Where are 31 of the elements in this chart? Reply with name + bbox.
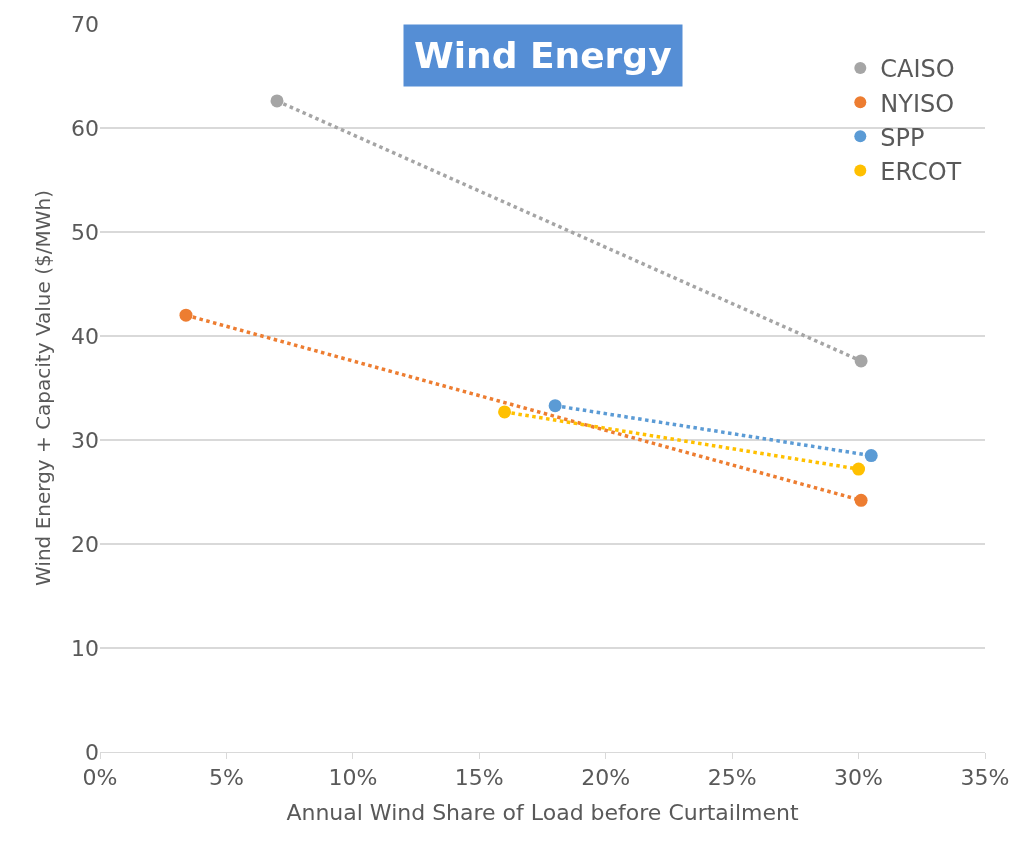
x-tick-label: 30% (834, 765, 884, 791)
point (270, 94, 284, 108)
y-tick-label: 60 (71, 115, 99, 141)
y-tick-label: 40 (71, 323, 99, 349)
x-tick-label: 5% (208, 765, 244, 791)
y-tick-label: 0 (85, 739, 99, 765)
x-tick-label: 10% (328, 765, 378, 791)
y-tick-label: 30 (71, 427, 99, 453)
x-tick-label: 35% (960, 765, 1010, 791)
y-axis-title: Wind Energy + Capacity Value ($/MWh) (30, 190, 55, 586)
x-tick-label: 0% (82, 765, 118, 791)
legend-label: NYISO (880, 89, 955, 118)
point (854, 354, 868, 368)
x-tick-label: 25% (707, 765, 757, 791)
point (854, 493, 868, 507)
x-tick-label: 20% (581, 765, 631, 791)
y-tick-label: 70 (71, 11, 99, 37)
y-tick-label: 50 (71, 219, 99, 245)
legend-label: SPP (880, 123, 925, 152)
point (498, 405, 512, 419)
point (179, 308, 193, 322)
point (864, 449, 878, 463)
y-tick-label: 10 (71, 635, 99, 661)
point (852, 462, 866, 476)
point (548, 399, 562, 413)
y-tick-label: 20 (71, 531, 99, 557)
legend-label: CAISO (880, 55, 955, 84)
x-tick-label: 15% (454, 765, 504, 791)
legend-label: ERCOT (880, 157, 962, 186)
chart-title: Wind Energy (414, 35, 672, 76)
x-axis-title: Annual Wind Share of Load before Curtailment (286, 800, 799, 826)
